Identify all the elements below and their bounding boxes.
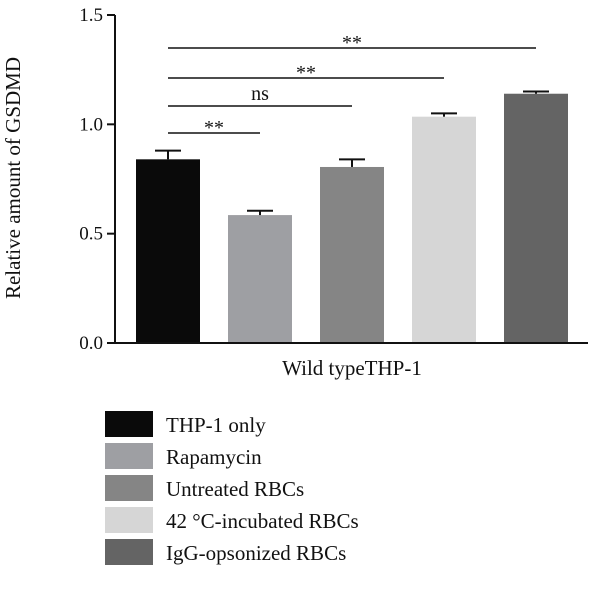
y-axis-title: Relative amount of GSDMD <box>1 57 25 299</box>
significance-brackets: ** ns ** ** <box>168 32 536 139</box>
legend-swatch <box>105 475 153 501</box>
bar <box>504 93 568 343</box>
y-axis: 0.0 0.5 1.0 1.5 <box>79 5 116 354</box>
y-tick-label: 0.0 <box>79 333 103 354</box>
x-category-label: Wild typeTHP-1 <box>282 356 422 380</box>
y-tick-label: 0.5 <box>79 224 103 245</box>
bar <box>228 215 292 343</box>
y-tick-label: 1.5 <box>79 5 103 26</box>
bar <box>320 166 384 343</box>
legend-label: Untreated RBCs <box>166 477 304 501</box>
legend-label: IgG-opsonized RBCs <box>166 541 346 565</box>
legend: THP-1 only Rapamycin Untreated RBCs 42 °C-i… <box>105 411 359 565</box>
significance-label: ** <box>342 32 362 54</box>
legend-swatch <box>105 443 153 469</box>
legend-label: 42 °C-incubated RBCs <box>166 509 359 533</box>
y-tick-label: 1.0 <box>79 114 103 135</box>
legend-label: THP-1 only <box>166 413 266 437</box>
legend-label: Rapamycin <box>166 445 262 469</box>
bar <box>136 159 200 343</box>
legend-swatch <box>105 411 153 437</box>
significance-label: ** <box>204 117 224 139</box>
legend-swatch <box>105 507 153 533</box>
legend-swatch <box>105 539 153 565</box>
bar <box>412 116 476 344</box>
bars-group <box>136 90 568 344</box>
significance-label: ns <box>251 83 269 105</box>
significance-label: ** <box>296 62 316 84</box>
